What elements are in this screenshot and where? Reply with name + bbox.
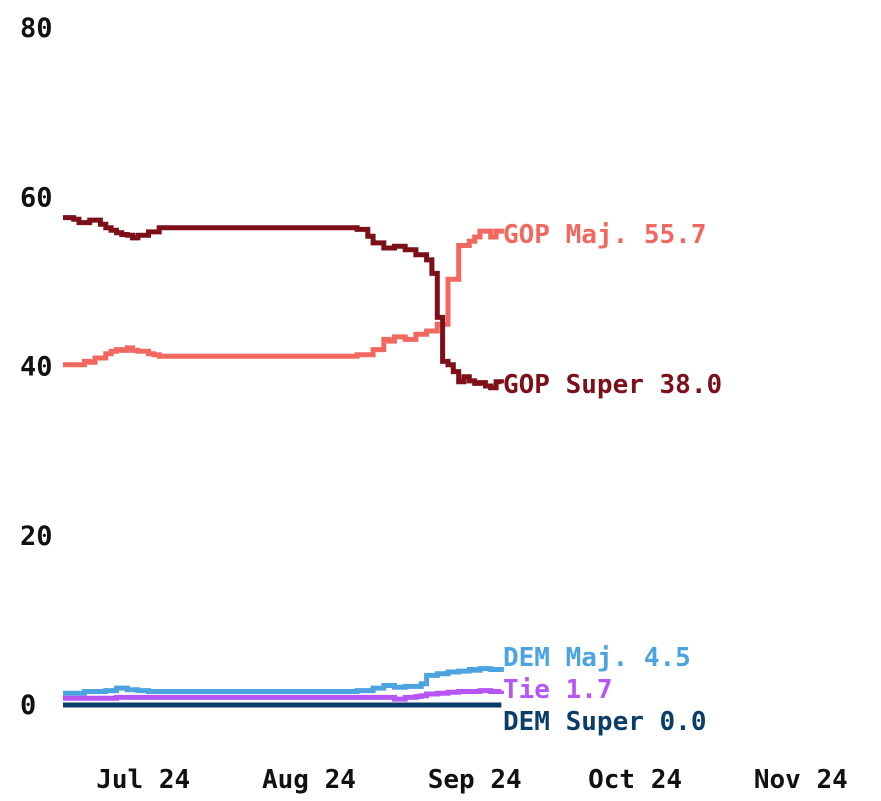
series-end-labels: GOP Maj. 55.7 GOP Super 38.0 DEM Maj. 4.5T… (503, 220, 722, 737)
series-end-label-gop-super: GOP Super 38.0 (503, 370, 722, 400)
series-lines (63, 215, 504, 708)
series-line-dem-maj (63, 666, 504, 696)
x-tick-label: Oct 24 (588, 765, 682, 795)
series-end-label-tie: Tie 1.7 (503, 675, 613, 705)
y-tick-label: 80 (20, 13, 53, 44)
series-end-label-dem-maj: DEM Maj. 4.5 (503, 643, 691, 673)
y-tick-label: 20 (20, 521, 53, 552)
series-end-label-gop-maj: GOP Maj. 55.7 (503, 220, 707, 250)
series-line-tie (63, 688, 504, 702)
x-axis: Jul 24 Aug 24 Sep 24 Oct 24 Nov 24 (96, 765, 848, 795)
x-tick-label: Aug 24 (262, 765, 356, 795)
y-tick-label: 60 (20, 182, 53, 213)
x-tick-label: Jul 24 (96, 765, 190, 795)
x-tick-label: Nov 24 (754, 765, 848, 795)
x-tick-label: Sep 24 (428, 765, 522, 795)
y-tick-label: 0 (20, 690, 36, 721)
y-axis: 0 20 40 60 80 (20, 13, 53, 721)
series-line-gop-maj (63, 228, 504, 368)
series-end-label-dem-super: DEM Super 0.0 (503, 707, 707, 737)
series-line-gop-super (63, 215, 504, 391)
y-tick-label: 40 (20, 352, 53, 383)
